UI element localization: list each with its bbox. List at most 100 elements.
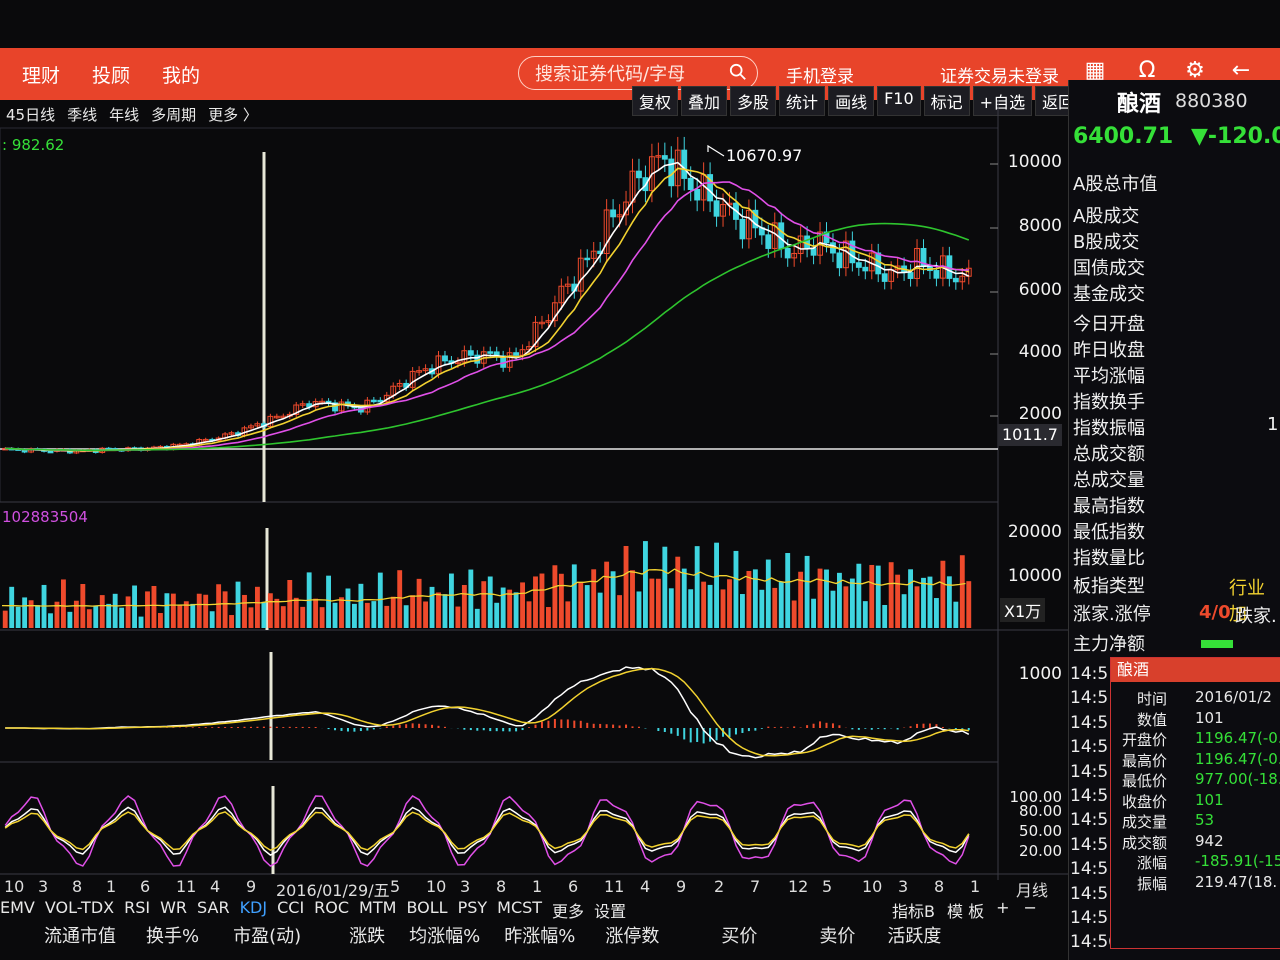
ind-wr[interactable]: WR: [160, 898, 188, 917]
x-tick: 8: [72, 877, 83, 896]
volume-bar: [138, 616, 144, 628]
volume-bar: [67, 611, 73, 628]
candle-body: [202, 438, 209, 442]
tab-45day[interactable]: 45日线: [6, 106, 56, 124]
up-count-value: 4/0: [1199, 602, 1231, 623]
ma60-line: [5, 222, 970, 452]
x-tick: 4: [640, 877, 651, 896]
candle-body: [254, 423, 261, 427]
ind-mtm[interactable]: MTM: [359, 898, 397, 917]
nav-licai[interactable]: 理财: [22, 64, 61, 87]
col-limit-up[interactable]: 涨停数: [605, 926, 660, 947]
col-avg-change[interactable]: 均涨幅%: [409, 926, 481, 947]
volume-bar: [707, 584, 713, 628]
nav-mine[interactable]: 我的: [162, 64, 201, 87]
phone-login-link[interactable]: 手机登录: [786, 67, 854, 87]
ind-psy[interactable]: PSY: [457, 898, 488, 917]
volume-bar: [584, 585, 590, 628]
trade-login-status[interactable]: 证券交易未登录: [940, 67, 1059, 87]
ind-kdj[interactable]: KDJ: [239, 898, 268, 917]
volume-bar: [927, 576, 933, 628]
candle-body: [273, 415, 280, 419]
tool-mark[interactable]: 标记: [923, 86, 970, 116]
ind-boll[interactable]: BOLL: [406, 898, 448, 917]
ind-mcst[interactable]: MCST: [497, 898, 543, 917]
volume-bar: [235, 581, 241, 628]
back-arrow-icon[interactable]: ←: [1231, 58, 1251, 83]
grid-icon[interactable]: ▦: [1084, 58, 1106, 83]
tool-overlay[interactable]: 叠加: [681, 86, 728, 116]
volume-bar: [170, 593, 176, 628]
candle-body: [784, 247, 791, 259]
ind-settings[interactable]: 设置: [594, 902, 627, 921]
quote-field-label: 总成交量: [1073, 470, 1145, 491]
volume-bar: [862, 601, 868, 628]
candle-body: [720, 204, 726, 217]
col-prev-change[interactable]: 昨涨幅%: [504, 926, 576, 947]
tab-year[interactable]: 年线: [109, 106, 140, 124]
ind-emv[interactable]: EMV: [0, 898, 35, 917]
popup-value: 101: [1195, 790, 1224, 809]
volume-bar: [35, 605, 40, 628]
zoom-out-button[interactable]: −: [1023, 898, 1037, 917]
popup-value: -185.91(-15.: [1195, 852, 1280, 870]
tool-draw-line[interactable]: 画线: [828, 86, 875, 116]
kline-chart[interactable]: [0, 0, 1068, 960]
candle-body: [875, 252, 882, 275]
ind-vol-tdx[interactable]: VOL-TDX: [44, 898, 115, 917]
ind-rsi[interactable]: RSI: [124, 898, 151, 917]
kdj-k-line: [4, 806, 970, 857]
volume-bar: [481, 581, 487, 628]
volume-bar: [817, 568, 823, 628]
tool-restore-rights[interactable]: 复权: [632, 86, 679, 116]
candle-body: [467, 350, 474, 356]
kdj-y-tick: 100.00: [1009, 788, 1063, 806]
tool-statistics[interactable]: 统计: [779, 86, 826, 116]
tick-time: 14:5: [1070, 883, 1109, 904]
col-activity[interactable]: 活跃度: [887, 926, 942, 947]
ind-cci[interactable]: CCI: [277, 898, 305, 917]
nav-tougu[interactable]: 投顾: [92, 64, 131, 87]
tool-f10[interactable]: F10: [877, 86, 921, 116]
volume-bar: [183, 601, 189, 628]
volume-bar: [649, 578, 655, 628]
ind-more[interactable]: 更多: [552, 902, 585, 921]
y-tick: 2000: [1018, 404, 1062, 424]
tick-time: 14:56: [1070, 932, 1119, 953]
col-pe[interactable]: 市盈(动): [233, 926, 302, 947]
candle-body: [248, 425, 254, 429]
col-ask[interactable]: 卖价: [819, 926, 856, 947]
col-bid[interactable]: 买价: [721, 926, 758, 947]
col-change[interactable]: 涨跌: [349, 926, 386, 947]
volume-bar: [267, 593, 273, 628]
ind-roc[interactable]: ROC: [314, 898, 350, 917]
volume-bar: [513, 592, 519, 628]
candle-body: [293, 404, 300, 415]
x-tick: 3: [460, 877, 471, 896]
volume-bar: [733, 550, 739, 628]
volume-bar: [636, 591, 642, 628]
headset-icon[interactable]: Ω: [1138, 58, 1156, 83]
volume-bar: [119, 607, 125, 628]
tab-multi-period[interactable]: 多周期: [151, 106, 197, 124]
col-float-mv[interactable]: 流通市值: [44, 926, 116, 947]
tab-more[interactable]: 更多 〉: [208, 106, 258, 124]
col-turnover[interactable]: 换手%: [146, 926, 200, 947]
volume-bar: [345, 588, 351, 628]
x-tick: 7: [750, 877, 761, 896]
ind-b[interactable]: 指标B: [892, 902, 935, 921]
quote-field-label: 最低指数: [1073, 522, 1145, 543]
candle-body: [842, 240, 849, 269]
volume-bar: [655, 578, 661, 628]
volume-bar: [326, 575, 331, 628]
ind-sar[interactable]: SAR: [197, 898, 230, 917]
tick-time: 14:5: [1070, 737, 1109, 758]
x-tick: 6: [140, 877, 151, 896]
gear-icon[interactable]: ⚙: [1185, 58, 1205, 83]
tab-quarter[interactable]: 季线: [67, 106, 98, 124]
template-tab[interactable]: 模 板: [946, 902, 985, 921]
tool-add-watchlist[interactable]: +自选: [972, 86, 1033, 116]
zoom-in-button[interactable]: +: [996, 898, 1010, 917]
candle-body: [694, 189, 701, 201]
tool-multi-stock[interactable]: 多股: [730, 86, 777, 116]
